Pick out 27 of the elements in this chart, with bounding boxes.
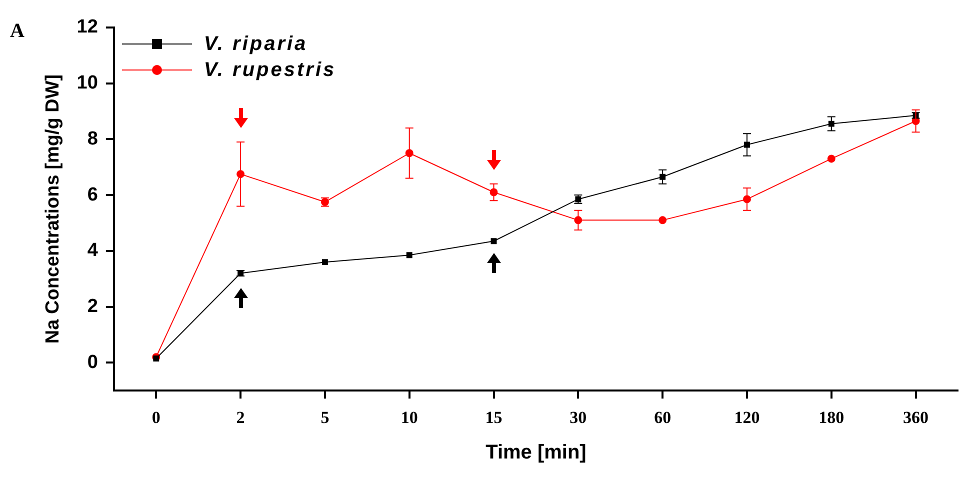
point <box>322 259 328 266</box>
text: A <box>10 20 24 43</box>
point <box>490 238 497 244</box>
point <box>406 252 412 258</box>
x-tick-label: 10 <box>400 408 418 428</box>
y-tick-label: 2 <box>87 296 98 318</box>
x-tick-label: 120 <box>734 408 760 428</box>
x-tick-label: 180 <box>818 408 844 428</box>
x-tick-label: 5 <box>320 408 330 428</box>
x-axis-title: Time [min] <box>486 442 586 464</box>
y-tick-label: 10 <box>76 72 98 94</box>
x-tick-label: 2 <box>236 408 245 428</box>
x-tick-label: 0 <box>152 408 160 428</box>
legend-label: V. riparia <box>204 32 308 56</box>
y-tick-label: 6 <box>87 184 98 206</box>
point <box>658 216 667 224</box>
y-tick-label: 0 <box>87 352 98 373</box>
y-tick-label: 8 <box>87 128 98 150</box>
y-tick-label: 4 <box>87 240 98 262</box>
legend-label: V. rupestris <box>204 58 336 82</box>
x-tick-label: 30 <box>570 408 587 428</box>
x-tick-label: 60 <box>654 408 672 428</box>
y-tick-label: 12 <box>76 16 98 38</box>
y-axis-title: Na Concentrations [mg/g DW] <box>42 74 64 344</box>
x-tick-label: 15 <box>485 408 502 428</box>
x-tick-label: 360 <box>903 408 929 428</box>
point <box>827 154 836 163</box>
